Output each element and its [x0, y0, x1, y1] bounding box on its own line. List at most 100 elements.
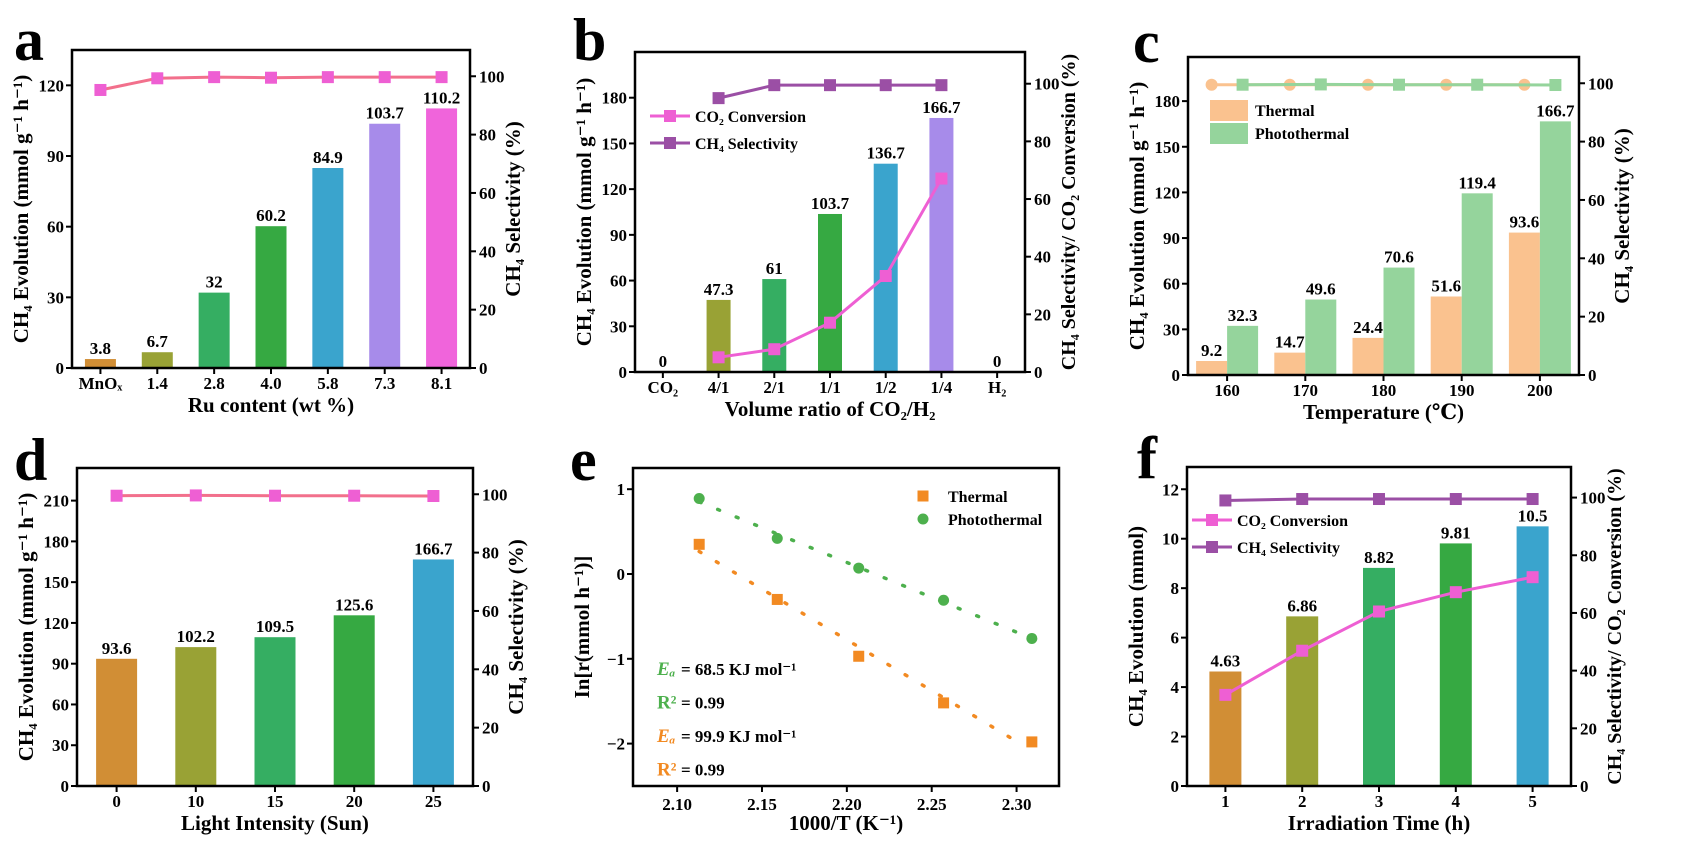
bar [84, 359, 116, 368]
x-tick-label: 2.15 [747, 795, 777, 814]
y2-tick-label: 0 [1034, 363, 1043, 382]
line-marker [321, 71, 334, 84]
legend-label: CO₂ Conversion [1237, 513, 1348, 530]
bar [333, 615, 375, 786]
bar-data-label: 103.7 [366, 104, 405, 123]
y-tick-label: 0 [1172, 366, 1181, 385]
bar-data-label: 119.4 [1459, 173, 1497, 192]
y2-tick-label: 100 [482, 485, 508, 504]
plot-frame [631, 466, 1061, 788]
plot-frame [1186, 55, 1581, 377]
data-point [771, 593, 783, 605]
plot-frame [1185, 465, 1573, 788]
bar-data-label: 70.6 [1384, 248, 1414, 267]
line-marker [189, 489, 202, 502]
x-tick-label: 1 [1221, 792, 1230, 811]
y-tick-label: 30 [610, 317, 627, 336]
line-marker [768, 79, 781, 92]
x-tick-label: 10 [187, 792, 204, 811]
plot-frame [70, 48, 472, 370]
bar [254, 637, 296, 786]
bar-data-label: 0 [993, 352, 1002, 371]
y-tick-label: 60 [52, 695, 69, 714]
legend-marker [917, 513, 929, 525]
y-tick-label: 180 [1155, 92, 1181, 111]
bar-data-label: 166.7 [922, 98, 961, 117]
legend-label: CH₄ Selectivity [695, 136, 798, 153]
x-axis-label: Ru content (wt %) [188, 393, 354, 417]
legend-label: CO₂ Conversion [695, 109, 806, 126]
x-tick-label: 15 [267, 792, 284, 811]
y2-axis-label: CH₄ Selectivity (%) [1610, 128, 1634, 303]
x-tick-label: 1.4 [147, 374, 169, 393]
bar-data-label: 166.7 [414, 539, 453, 558]
x-tick-label: H₂ [988, 378, 1006, 397]
annotation-text: = 0.99 [681, 761, 725, 780]
y-tick-label: 90 [47, 147, 64, 166]
panel-label: d [14, 427, 47, 493]
y-tick-label: 90 [1163, 229, 1180, 248]
line-marker [435, 71, 448, 84]
line-marker [1314, 78, 1327, 91]
line-marker [879, 270, 892, 282]
y-tick-label: 0 [617, 565, 626, 584]
y2-tick-label: 20 [479, 301, 496, 320]
y-tick-label: 4 [1171, 678, 1180, 697]
y-tick-label: 120 [602, 180, 628, 199]
y-axis-label: CH₄ Evolution (mmol g⁻¹ h⁻¹) [14, 493, 38, 762]
y2-tick-label: 0 [479, 359, 488, 378]
panel-label: b [573, 7, 606, 73]
bar [1286, 616, 1319, 786]
x-tick-label: 4 [1452, 792, 1461, 811]
line-marker [1219, 494, 1232, 507]
bar [141, 352, 173, 368]
legend-swatch [1210, 123, 1248, 144]
data-point [693, 493, 705, 505]
y-tick-label: 30 [1163, 320, 1180, 339]
legend-label: CH₄ Selectivity [1237, 540, 1340, 557]
legend-marker [1206, 514, 1218, 526]
line-marker [824, 316, 836, 329]
x-tick-label: 7.3 [374, 374, 395, 393]
bar-data-label: 9.2 [1201, 341, 1222, 360]
x-tick-label: 160 [1214, 381, 1240, 400]
bar [426, 108, 458, 368]
line-marker [935, 172, 948, 185]
bar [312, 168, 344, 368]
bar [818, 213, 842, 372]
bar-data-label: 166.7 [1536, 101, 1575, 120]
line-marker [1393, 78, 1405, 91]
bar [175, 647, 217, 786]
annotation-text: = 99.9 KJ mol⁻¹ [681, 727, 796, 746]
y2-tick-label: 20 [482, 719, 499, 738]
x-tick-label: 1/4 [931, 378, 953, 397]
y-tick-label: 6 [1171, 629, 1180, 648]
bar [198, 292, 230, 368]
y-tick-label: 60 [47, 218, 64, 237]
annotation-text: = 0.99 [681, 694, 725, 713]
x-tick-label: 8.1 [431, 374, 452, 393]
line-marker [378, 71, 391, 84]
bar-data-label: 14.7 [1275, 333, 1305, 352]
x-tick-label: 190 [1449, 381, 1475, 400]
x-tick-label: MnOₓ [79, 374, 123, 393]
legend-marker [664, 110, 676, 122]
x-tick-label: 2.25 [917, 795, 947, 814]
bar-data-label: 32 [206, 273, 223, 292]
y2-tick-label: 80 [482, 544, 499, 563]
bar-data-label: 9.81 [1441, 523, 1471, 542]
y2-tick-label: 100 [1034, 75, 1060, 94]
x-tick-label: 2 [1298, 792, 1307, 811]
bar [369, 123, 401, 369]
bar [96, 658, 138, 786]
y-tick-label: 90 [52, 655, 69, 674]
bar [1363, 567, 1395, 786]
line-marker [712, 351, 725, 364]
y-tick-label: 90 [610, 226, 627, 245]
bar [1305, 299, 1337, 375]
y2-tick-label: 0 [482, 777, 491, 796]
panel-label: f [1137, 425, 1158, 491]
annotation-symbol: Eₐ [656, 659, 676, 680]
fit-line [697, 549, 1027, 749]
